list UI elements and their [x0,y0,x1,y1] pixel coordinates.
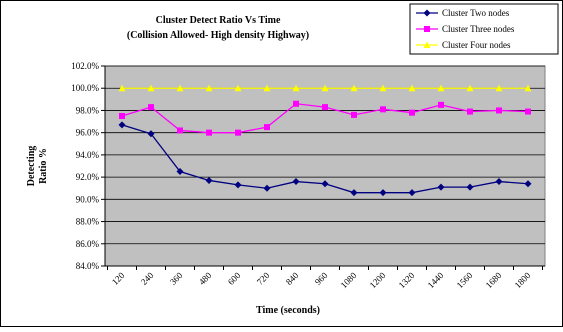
data-point [119,113,125,119]
legend-marker-0 [423,9,431,17]
data-point [496,107,502,114]
data-point [147,84,155,92]
legend-label: Cluster Four nodes [442,40,511,50]
chart-title-line-1: Cluster Detect Ratio Vs Time [156,15,281,26]
data-point [495,84,503,92]
y-tick-label: 92.0% [76,172,100,182]
plot-background [104,65,546,267]
data-point [263,184,271,192]
data-point [350,84,358,92]
data-point [148,104,154,111]
y-tick-label: 88.0% [76,217,100,227]
y-tick-label: 102.0% [71,61,99,71]
data-point [321,84,329,92]
data-point [524,84,532,92]
y-axis-title: Detecting Ratio % [26,146,49,187]
data-point [206,129,212,136]
data-point [118,84,126,92]
data-point [176,84,184,92]
data-point [205,176,213,184]
data-point [438,101,444,108]
data-point [408,84,416,92]
y-tick-label: 84.0% [76,261,100,271]
data-point [350,189,358,197]
legend-label: Cluster Three nodes [442,24,515,34]
data-point [264,124,270,131]
data-point [235,129,241,136]
legend-label: Cluster Two nodes [442,8,510,18]
data-point [292,178,300,186]
chart-title-line-2: (Collision Allowed- High density Highway… [127,30,309,41]
legend-marker-1 [424,26,430,32]
legend-marker-2 [423,41,431,48]
data-point [495,178,503,186]
data-point [379,84,387,92]
y-tick-label: 96.0% [76,128,100,138]
data-point [321,180,329,188]
data-point [292,84,300,92]
plot-area [104,65,546,267]
data-point [234,84,242,92]
series-layer [118,84,532,197]
data-point [437,84,445,92]
data-point [177,127,183,134]
y-tick-label: 98.0% [76,105,100,115]
data-point [205,84,213,92]
data-point [437,183,445,191]
data-point [466,84,474,92]
y-tick-label: 94.0% [76,150,100,160]
data-point [322,104,328,111]
data-point [380,106,386,113]
series-0 [118,121,532,197]
data-point [293,100,299,107]
data-point [525,108,531,115]
data-point [408,189,416,197]
x-axis-title: Time (seconds) [256,305,320,316]
data-point [409,109,415,116]
y-tick-label: 100.0% [71,83,99,93]
series-1 [119,100,531,136]
y-axis-title-line-2: Ratio % [38,148,49,184]
data-point [234,181,242,189]
data-point [379,189,387,197]
y-tick-label: 90.0% [76,194,100,204]
data-point [351,111,357,118]
data-point [466,183,474,191]
data-point [263,84,271,92]
data-point [467,108,473,115]
legend: Cluster Two nodes Cluster Three nodes Clus… [409,3,559,55]
series-2 [118,84,532,92]
data-point [118,121,126,129]
y-tick-label: 86.0% [76,239,100,249]
y-axis-title-line-1: Detecting [26,146,37,187]
data-point [176,168,184,176]
data-point [147,130,155,138]
data-point [524,180,532,188]
